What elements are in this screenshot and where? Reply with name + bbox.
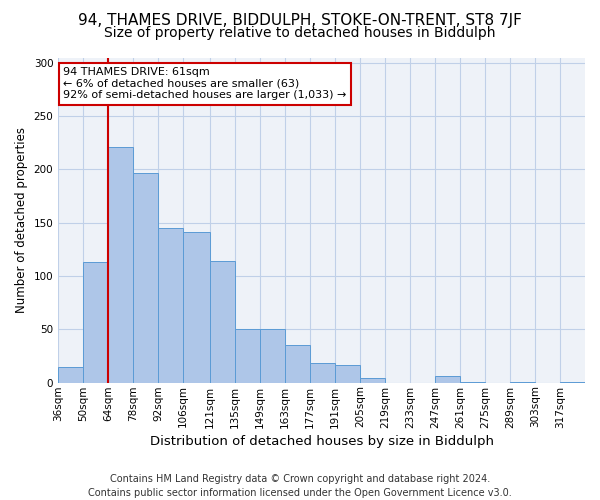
Bar <box>58 366 83 382</box>
Y-axis label: Number of detached properties: Number of detached properties <box>15 127 28 313</box>
Text: 94, THAMES DRIVE, BIDDULPH, STOKE-ON-TRENT, ST8 7JF: 94, THAMES DRIVE, BIDDULPH, STOKE-ON-TRE… <box>78 12 522 28</box>
Text: 94 THAMES DRIVE: 61sqm
← 6% of detached houses are smaller (63)
92% of semi-deta: 94 THAMES DRIVE: 61sqm ← 6% of detached … <box>64 68 347 100</box>
Bar <box>235 330 260 382</box>
X-axis label: Distribution of detached houses by size in Biddulph: Distribution of detached houses by size … <box>149 434 494 448</box>
Bar <box>310 364 335 382</box>
Bar <box>158 228 183 382</box>
Bar <box>133 172 158 382</box>
Text: Size of property relative to detached houses in Biddulph: Size of property relative to detached ho… <box>104 26 496 40</box>
Bar <box>183 232 210 382</box>
Text: Contains HM Land Registry data © Crown copyright and database right 2024.
Contai: Contains HM Land Registry data © Crown c… <box>88 474 512 498</box>
Bar <box>435 376 460 382</box>
Bar <box>210 261 235 382</box>
Bar <box>285 346 310 383</box>
Bar <box>335 364 360 382</box>
Bar <box>260 330 285 382</box>
Bar <box>360 378 385 382</box>
Bar <box>83 262 108 382</box>
Bar <box>108 147 133 382</box>
